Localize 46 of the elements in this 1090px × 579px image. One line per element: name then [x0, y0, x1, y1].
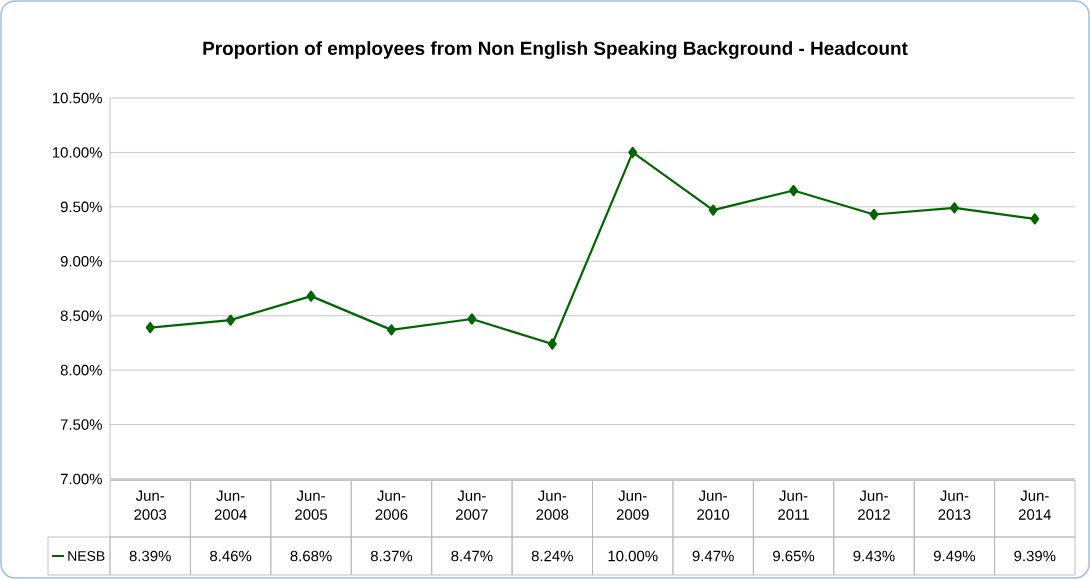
y-tick-label: 8.00% [60, 364, 102, 376]
chart-title: Proportion of employees from Non English Speaking Background - Headcount [203, 41, 908, 59]
x-tick-label: Jun-2009 [616, 490, 649, 520]
x-tick-label: Jun-2004 [214, 490, 247, 520]
legend-label: NESB [68, 551, 105, 561]
point [869, 208, 879, 221]
data-label: 8.39% [129, 550, 171, 562]
point [226, 314, 236, 326]
data-label: 8.37% [370, 550, 413, 562]
point [386, 324, 396, 336]
data-label: 9.47% [692, 550, 734, 562]
y-tick-label: 10.00% [52, 147, 102, 158]
y-tick-label: 9.50% [60, 201, 102, 213]
data-label: 8.46% [210, 550, 252, 562]
y-tick-label: 10.50% [52, 92, 102, 104]
point [708, 204, 718, 216]
x-tick-label: Jun-2011 [778, 490, 809, 520]
data-label: 9.65% [773, 550, 815, 562]
point [547, 338, 557, 350]
point [145, 322, 155, 334]
point [467, 313, 477, 325]
data-label: 8.24% [531, 550, 573, 562]
data-label: 8.68% [290, 550, 332, 562]
point [949, 202, 959, 214]
point [306, 290, 316, 302]
x-tick-label: Jun-2006 [375, 490, 408, 520]
x-tick-label: Jun-2012 [858, 490, 890, 520]
point [628, 146, 638, 159]
x-tick-label: Jun-2010 [697, 490, 730, 520]
data-label: 9.49% [933, 550, 976, 562]
x-tick-label: Jun-2005 [295, 490, 328, 520]
x-tick-label: Jun-2008 [536, 490, 569, 520]
x-tick-label: Jun-2014 [1018, 490, 1051, 520]
data-label: 10.00% [608, 550, 658, 562]
x-tick-label: Jun-2003 [134, 490, 167, 520]
y-tick-label: 7.50% [60, 419, 102, 430]
x-tick-label: Jun-2007 [456, 490, 488, 520]
y-tick-label: 7.00% [60, 473, 102, 485]
point [789, 184, 799, 197]
x-tick-label: Jun-2013 [938, 490, 971, 520]
y-tick-label: 8.50% [60, 310, 102, 321]
data-label: 8.47% [451, 550, 493, 562]
data-label: 9.39% [1014, 550, 1056, 562]
y-tick-label: 9.00% [60, 255, 102, 267]
data-label: 9.43% [853, 550, 895, 562]
point [1030, 213, 1040, 225]
